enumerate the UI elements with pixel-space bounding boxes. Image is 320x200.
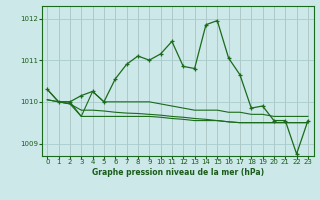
X-axis label: Graphe pression niveau de la mer (hPa): Graphe pression niveau de la mer (hPa) — [92, 168, 264, 177]
